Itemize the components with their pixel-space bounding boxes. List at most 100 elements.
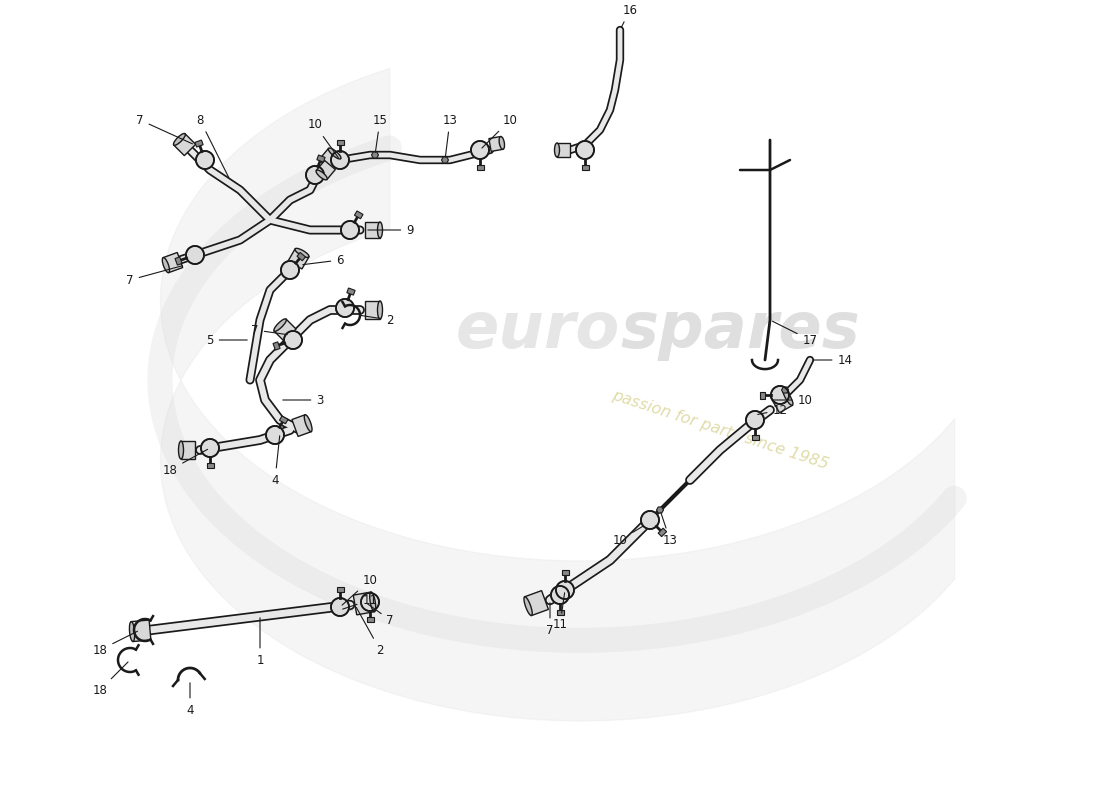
Polygon shape [337, 140, 343, 145]
Polygon shape [297, 253, 306, 261]
Ellipse shape [178, 441, 184, 459]
Polygon shape [488, 137, 503, 151]
Circle shape [280, 261, 299, 279]
Text: 10: 10 [482, 114, 517, 148]
Text: 7: 7 [126, 266, 183, 286]
Polygon shape [365, 222, 380, 238]
Text: euro: euro [455, 299, 620, 361]
Text: 13: 13 [442, 114, 458, 158]
Circle shape [306, 166, 324, 184]
Text: 12: 12 [758, 403, 788, 417]
Polygon shape [195, 140, 204, 147]
Text: 6: 6 [302, 254, 343, 266]
Text: 4: 4 [272, 436, 279, 486]
Circle shape [196, 151, 214, 169]
Circle shape [771, 386, 789, 404]
Circle shape [556, 581, 574, 599]
Text: spares: spares [620, 299, 860, 361]
Text: 4: 4 [186, 682, 194, 717]
Polygon shape [476, 165, 484, 170]
Text: 18: 18 [163, 450, 208, 477]
Ellipse shape [499, 137, 505, 150]
Circle shape [331, 151, 349, 169]
Text: passion for parts since 1985: passion for parts since 1985 [609, 388, 830, 472]
Polygon shape [337, 587, 343, 592]
Text: 2: 2 [356, 607, 384, 657]
Circle shape [336, 299, 354, 317]
Text: 16: 16 [621, 3, 638, 27]
Polygon shape [317, 155, 326, 162]
Text: 7: 7 [251, 323, 287, 337]
Ellipse shape [328, 148, 341, 159]
Text: 14: 14 [813, 354, 852, 366]
Text: 7: 7 [367, 604, 394, 626]
Polygon shape [557, 610, 563, 615]
Text: 10: 10 [342, 574, 377, 605]
Text: 7: 7 [136, 114, 192, 144]
Polygon shape [174, 134, 196, 156]
Text: 7: 7 [547, 602, 553, 637]
Polygon shape [353, 592, 374, 615]
Ellipse shape [554, 143, 560, 157]
Circle shape [341, 221, 359, 239]
Polygon shape [561, 570, 569, 575]
Text: 11: 11 [342, 594, 377, 609]
Polygon shape [207, 463, 213, 468]
Polygon shape [273, 342, 280, 350]
Polygon shape [279, 416, 288, 424]
Ellipse shape [174, 134, 185, 146]
Polygon shape [131, 620, 151, 642]
Polygon shape [182, 441, 195, 459]
Text: 10: 10 [613, 526, 642, 546]
Ellipse shape [274, 319, 286, 331]
Polygon shape [760, 391, 764, 398]
Polygon shape [770, 390, 792, 413]
Circle shape [471, 141, 490, 159]
Ellipse shape [377, 301, 383, 319]
Text: 17: 17 [772, 322, 817, 346]
Circle shape [576, 141, 594, 159]
Text: 10: 10 [773, 394, 813, 406]
Polygon shape [274, 319, 296, 341]
Polygon shape [319, 148, 341, 170]
Ellipse shape [377, 222, 383, 238]
Text: 9: 9 [367, 223, 414, 237]
Ellipse shape [783, 390, 793, 406]
Polygon shape [525, 590, 549, 615]
Polygon shape [292, 414, 311, 437]
Circle shape [186, 246, 204, 264]
Text: 1: 1 [256, 618, 264, 666]
Text: 2: 2 [361, 314, 394, 326]
Text: 13: 13 [661, 513, 678, 546]
Ellipse shape [163, 258, 169, 273]
Ellipse shape [295, 248, 309, 258]
Text: 5: 5 [207, 334, 248, 346]
Polygon shape [657, 507, 663, 513]
Text: 18: 18 [92, 631, 138, 657]
Ellipse shape [305, 414, 312, 432]
Ellipse shape [370, 592, 376, 612]
Polygon shape [354, 211, 363, 218]
Polygon shape [175, 257, 183, 265]
Text: 11: 11 [552, 593, 568, 631]
Circle shape [641, 511, 659, 529]
Text: 3: 3 [283, 394, 323, 406]
Polygon shape [288, 249, 309, 269]
Circle shape [331, 598, 349, 616]
Text: 10: 10 [308, 118, 339, 158]
Polygon shape [557, 143, 570, 157]
Polygon shape [781, 387, 789, 393]
Polygon shape [372, 152, 378, 158]
Polygon shape [346, 288, 355, 295]
Circle shape [284, 331, 302, 349]
Text: 18: 18 [92, 662, 128, 697]
Circle shape [551, 586, 569, 604]
Polygon shape [317, 161, 336, 179]
Polygon shape [163, 253, 183, 273]
Polygon shape [441, 157, 449, 163]
Circle shape [746, 411, 764, 429]
Circle shape [266, 426, 284, 444]
Ellipse shape [130, 622, 134, 642]
Polygon shape [658, 528, 667, 537]
Ellipse shape [524, 597, 532, 615]
